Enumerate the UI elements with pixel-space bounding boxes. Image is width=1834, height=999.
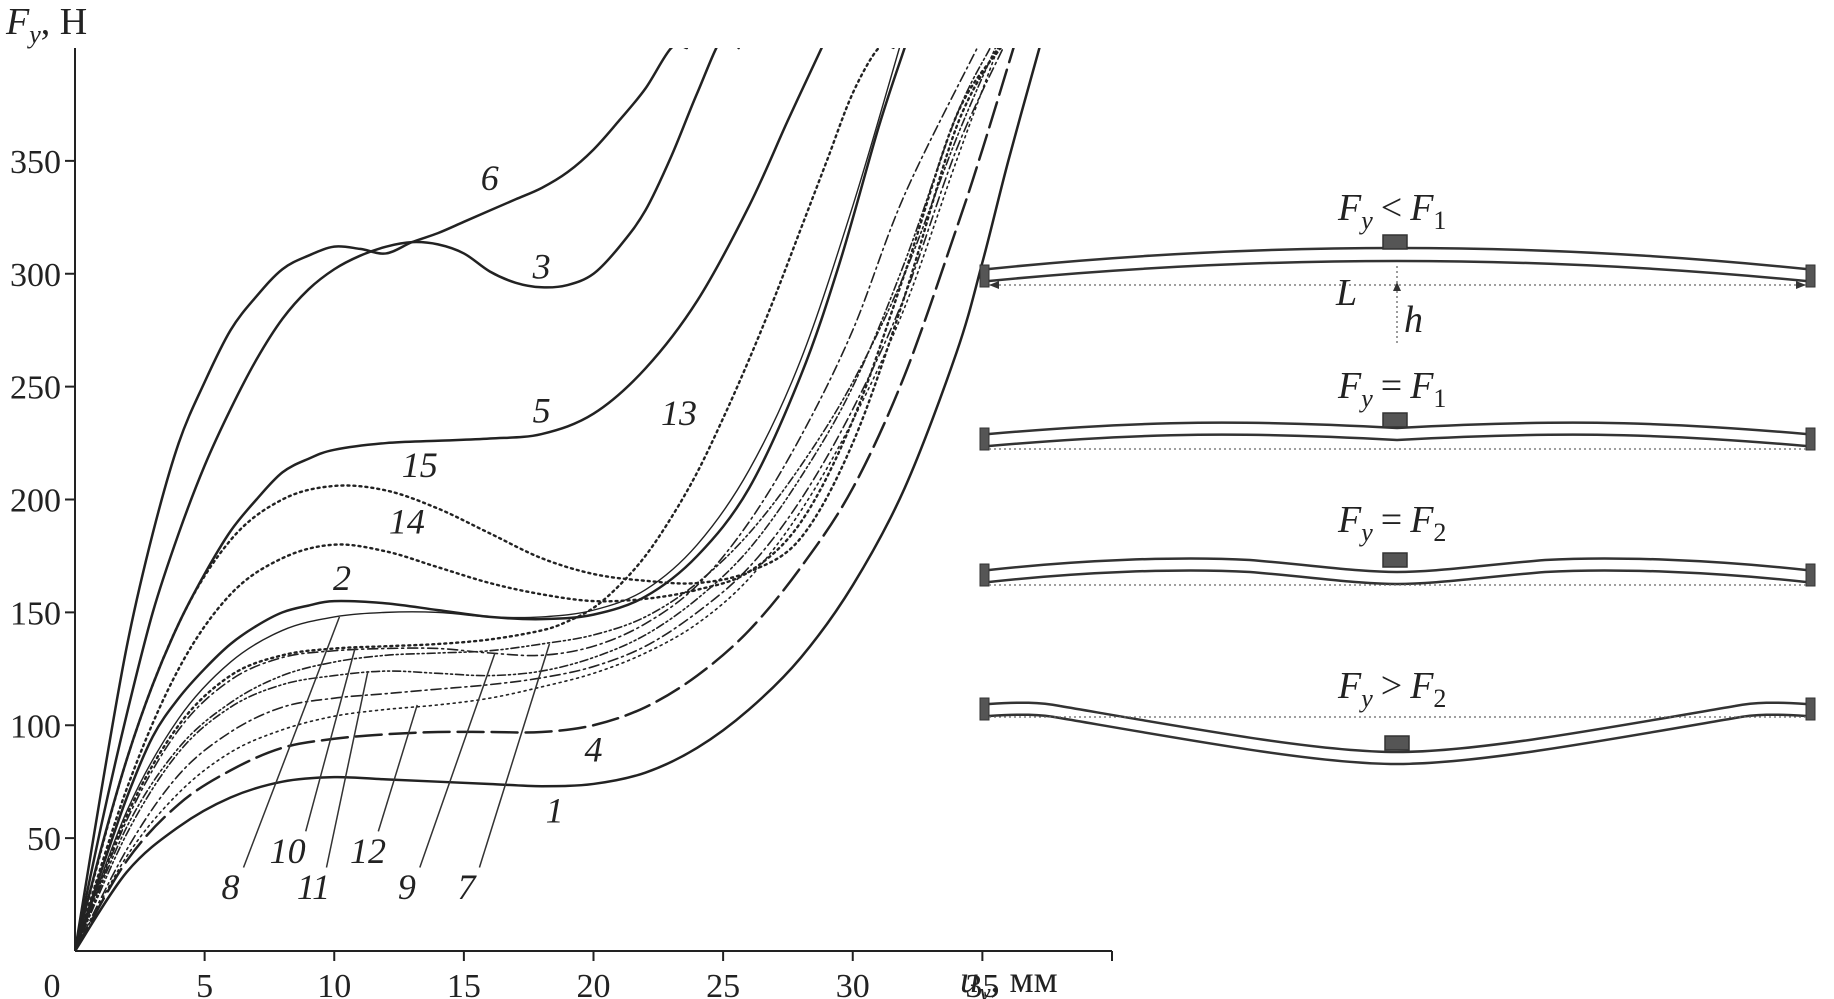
curve-label-12: 12 — [350, 831, 386, 871]
left-clamp-icon — [979, 427, 990, 451]
height-label: h — [1404, 299, 1423, 341]
curve-label-13: 13 — [661, 393, 697, 433]
leader-line — [305, 648, 356, 832]
axes — [74, 48, 1112, 952]
y-tick-label: 300 — [10, 257, 61, 294]
series-curve-8 — [75, 48, 901, 951]
beam-upper-edge — [988, 701, 1807, 754]
right-clamp-icon — [1805, 563, 1816, 587]
left-clamp-icon — [979, 697, 990, 721]
leader-lines — [242, 616, 551, 868]
series-group — [75, 48, 1041, 951]
curve-label-4: 4 — [585, 729, 603, 769]
load-block-icon — [1382, 234, 1408, 250]
x-tick-label: 20 — [577, 968, 611, 999]
beam-panel-3: Fy = F2 — [979, 499, 1816, 587]
beam-panel-4: Fy > F2 — [979, 665, 1816, 766]
curve-label-3: 3 — [532, 246, 551, 286]
series-curve-5 — [75, 48, 823, 951]
beam-upper-edge — [988, 421, 1807, 436]
x-tick-label: 30 — [836, 968, 870, 999]
series-curve-13 — [75, 48, 896, 951]
span-label: L — [1335, 272, 1357, 314]
series-curve-6 — [75, 48, 689, 951]
series-curve-4 — [75, 48, 1015, 951]
load-block-icon — [1382, 412, 1408, 428]
curve-label-9: 9 — [398, 867, 416, 907]
curve-label-7: 7 — [457, 867, 477, 907]
series-curve-12 — [75, 48, 1004, 951]
curve-label-10: 10 — [270, 831, 306, 871]
series-curve-15 — [75, 48, 1000, 951]
leader-line — [242, 616, 341, 868]
beam-lower-edge — [988, 713, 1807, 766]
load-block-icon — [1384, 735, 1410, 751]
right-arrow-icon — [1796, 281, 1806, 289]
beam-panel-2: Fy = F1 — [979, 365, 1816, 451]
left-clamp-icon — [979, 563, 990, 587]
beam-lower-edge — [988, 569, 1807, 586]
beam-upper-edge — [988, 557, 1807, 574]
x-tick-label: 10 — [317, 968, 351, 999]
beam-upper-edge — [988, 246, 1807, 271]
right-clamp-icon — [1805, 697, 1816, 721]
beam-panel-1: Fy < F1 L h — [979, 187, 1816, 345]
leader-line — [377, 704, 418, 832]
x-tick-label: 5 — [196, 968, 213, 999]
up-arrow-icon — [1393, 282, 1401, 291]
y-tick-label: 150 — [10, 595, 61, 632]
panel-4-title: Fy > F2 — [1337, 665, 1446, 713]
right-clamp-icon — [1805, 264, 1816, 288]
beam-deformation-diagram: Fy < F1 L h Fy = F1 — [979, 187, 1816, 766]
leader-line — [478, 643, 551, 868]
y-tick-label: 350 — [10, 144, 61, 181]
y-tick-label: 250 — [10, 370, 61, 407]
beam-lower-edge — [988, 259, 1807, 283]
curve-label-1: 1 — [546, 790, 564, 830]
panel-3-title: Fy = F2 — [1337, 499, 1446, 547]
beam-lower-edge — [988, 433, 1807, 448]
y-axis-subscript: y — [26, 20, 41, 49]
y-tick-label: 50 — [27, 821, 61, 858]
series-curve-1 — [75, 48, 1041, 951]
panel-1-title: Fy < F1 — [1337, 187, 1446, 235]
y-axis-symbol: F — [5, 1, 30, 43]
x-axis-unit: , мм — [991, 959, 1058, 999]
leader-line — [419, 652, 496, 868]
series-curve-3 — [75, 48, 740, 951]
x-axis-symbol: u — [960, 959, 979, 999]
leader-line — [325, 670, 369, 868]
series-curve-2 — [75, 48, 906, 951]
x-tick-label: 0 — [44, 968, 61, 999]
curve-label-8: 8 — [222, 867, 240, 907]
curve-label-2: 2 — [333, 558, 351, 598]
y-tick-label: 200 — [10, 483, 61, 520]
curve-label-6: 6 — [481, 158, 499, 198]
left-clamp-icon — [979, 264, 990, 288]
curve-label-11: 11 — [297, 867, 330, 907]
curve-label-5: 5 — [533, 391, 551, 431]
x-axis-subscript: y — [976, 978, 991, 999]
x-axis-title: uy, мм — [960, 959, 1058, 999]
right-clamp-icon — [1805, 427, 1816, 451]
load-block-icon — [1382, 552, 1408, 568]
series-curve-11 — [75, 48, 991, 951]
y-axis-title: Fy, Н — [5, 1, 87, 49]
x-tick-label: 25 — [706, 968, 740, 999]
series-curve-7 — [75, 48, 997, 951]
x-tick-label: 35 — [965, 968, 999, 999]
left-arrow-icon — [989, 281, 999, 289]
curve-label-15: 15 — [402, 445, 438, 485]
y-tick-label: 100 — [10, 708, 61, 745]
panel-2-title: Fy = F1 — [1337, 365, 1446, 413]
y-axis-unit: , Н — [41, 1, 87, 43]
curve-label-14: 14 — [389, 501, 425, 541]
series-curve-14 — [75, 48, 1002, 951]
x-tick-label: 15 — [447, 968, 481, 999]
series-curve-10 — [75, 48, 978, 951]
